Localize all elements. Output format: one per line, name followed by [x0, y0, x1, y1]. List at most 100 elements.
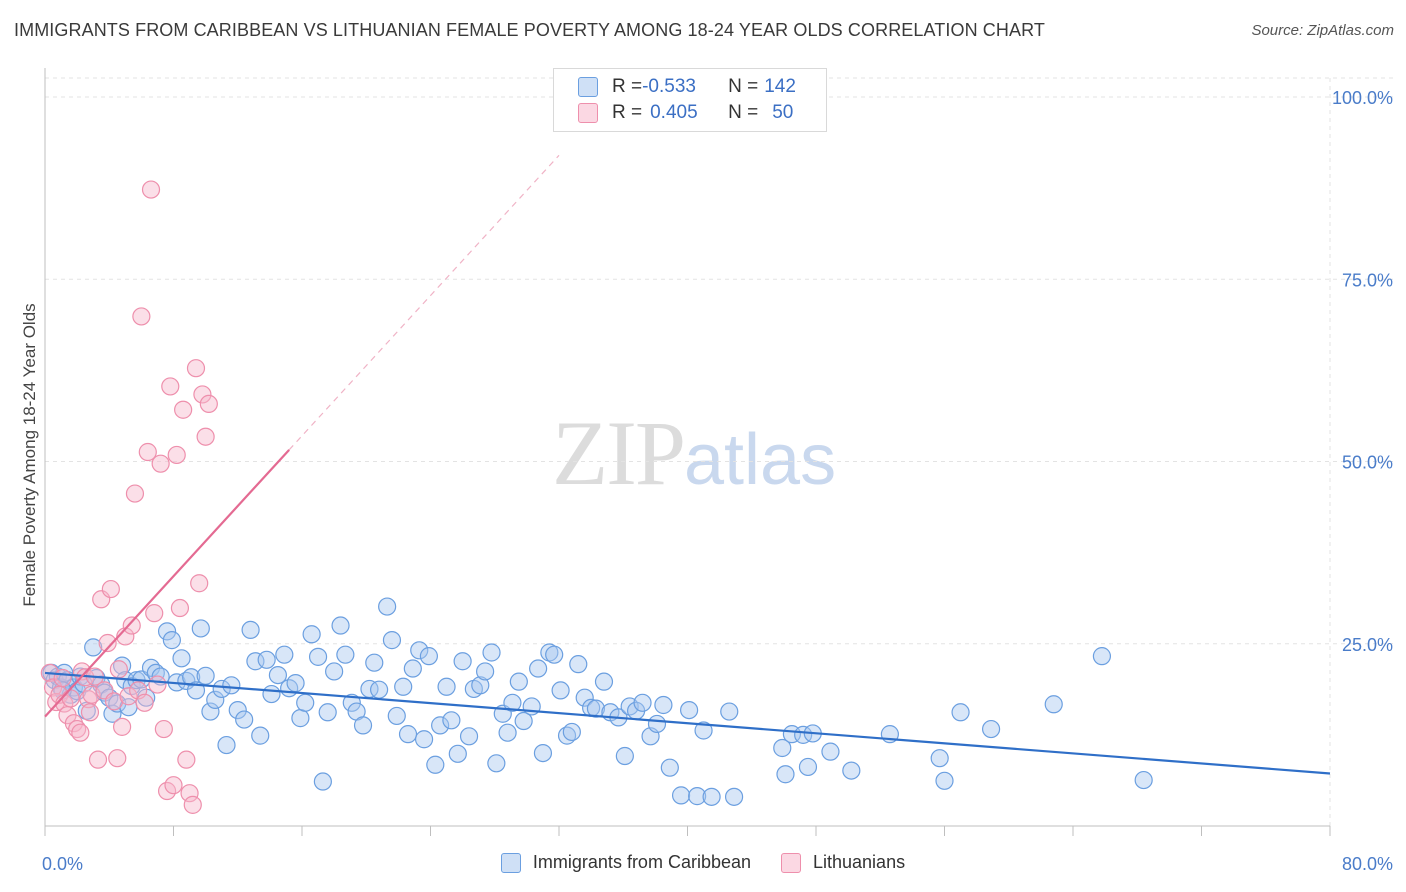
caribbean-point: [442, 711, 461, 730]
caribbean-point: [487, 754, 506, 773]
lithuanian-point: [164, 776, 183, 795]
series-legend-caribbean: Immigrants from Caribbean: [500, 852, 751, 873]
caribbean-point: [633, 693, 652, 712]
caribbean-point: [514, 711, 533, 731]
lithuanian-point: [161, 377, 180, 396]
caribbean-point: [509, 672, 528, 691]
legend-n-value: 142: [764, 76, 796, 97]
caribbean-point: [302, 625, 321, 644]
watermark: ZIPatlas: [552, 400, 836, 506]
legend-r-label: R =: [612, 102, 643, 123]
caribbean-point: [222, 676, 241, 695]
lithuanian-point: [154, 719, 173, 739]
caribbean-point: [1134, 770, 1153, 790]
series-swatch-lithuanians: [781, 852, 801, 873]
caribbean-point: [575, 688, 594, 707]
caribbean-point: [331, 616, 350, 635]
legend-n-label: N =: [728, 102, 759, 123]
caribbean-point: [776, 765, 795, 784]
caribbean-point: [981, 719, 1001, 739]
caribbean-point: [370, 680, 389, 699]
caribbean-point: [594, 672, 614, 691]
caribbean-point: [680, 700, 699, 720]
series-legend-label: Lithuanians: [813, 852, 906, 872]
y-axis-label: Female Poverty Among 18-24 Year Olds: [20, 303, 39, 606]
axes: [44, 68, 1331, 836]
caribbean-point: [533, 743, 553, 763]
series-legend-label: Immigrants from Caribbean: [532, 852, 751, 872]
caribbean-point: [647, 714, 667, 734]
series-legend: Immigrants from Caribbean Lithuanians: [0, 852, 1406, 873]
caribbean-point: [410, 641, 429, 660]
caribbean-point: [206, 690, 225, 709]
caribbean-point: [196, 666, 215, 685]
y-tick-label: 50.0%: [1342, 453, 1393, 473]
caribbean-point: [191, 619, 210, 638]
trend-line-lithuanians: [44, 449, 290, 718]
caribbean-point: [660, 758, 679, 777]
lithuanian-point: [71, 723, 90, 742]
caribbean-point: [951, 703, 970, 722]
x-tick-label: 0.0%: [42, 854, 83, 874]
lithuanian-point: [138, 442, 157, 462]
caribbean-point: [448, 744, 467, 763]
caribbean-point: [615, 746, 634, 766]
caribbean-point: [308, 647, 328, 666]
caribbean-point: [296, 693, 315, 712]
lithuanian-point: [180, 784, 199, 803]
lithuanian-point: [109, 660, 128, 679]
caribbean-point: [1092, 647, 1112, 666]
y-tick-label: 100.0%: [1332, 88, 1393, 108]
y-tick-label: 75.0%: [1342, 270, 1393, 290]
caribbean-point: [201, 702, 220, 721]
source-label: Source: ZipAtlas.com: [1251, 22, 1394, 39]
legend-n-value: 50: [772, 102, 794, 123]
legend-row-lithuanians: R = 0.405 N = 50: [578, 101, 793, 125]
caribbean-point: [157, 622, 177, 641]
caribbean-point: [162, 631, 181, 650]
caribbean-point: [671, 786, 691, 805]
caribbean-point: [286, 674, 305, 693]
caribbean-point: [459, 727, 479, 746]
lithuanian-point: [186, 359, 206, 378]
caribbean-point: [378, 597, 397, 616]
caribbean-point: [842, 761, 861, 780]
caribbean-point: [794, 725, 813, 744]
caribbean-point: [257, 650, 276, 669]
caribbean-point: [84, 638, 103, 657]
caribbean-point: [437, 677, 456, 696]
data-points: [40, 180, 1153, 814]
chart-title: IMMIGRANTS FROM CARIBBEAN VS LITHUANIAN …: [14, 20, 1045, 40]
caribbean-point: [342, 693, 361, 712]
caribbean-point: [382, 631, 402, 650]
lithuanian-point: [193, 385, 212, 404]
caribbean-point: [431, 716, 450, 735]
lithuanian-point: [183, 795, 202, 814]
legend-n-label: N =: [728, 76, 759, 97]
caribbean-point: [212, 679, 231, 699]
caribbean-point: [720, 702, 739, 721]
lithuanian-point: [101, 579, 120, 599]
caribbean-point: [268, 665, 288, 685]
lithuanian-point: [190, 574, 209, 593]
caribbean-point: [453, 652, 472, 671]
caribbean-point: [724, 787, 744, 806]
legend-row-caribbean: R = -0.533 N = 142: [578, 75, 796, 99]
caribbean-point: [471, 676, 490, 695]
lithuanian-point: [151, 454, 170, 473]
watermark-zip: ZIP: [552, 402, 686, 504]
trend-line-lithuanians-extension: [288, 154, 560, 451]
caribbean-point: [930, 749, 949, 768]
legend-swatch-lithuanians: [578, 103, 598, 123]
lithuanian-point: [61, 689, 80, 708]
caribbean-point: [275, 645, 294, 664]
caribbean-point: [773, 738, 792, 758]
series-lithuanians: [40, 180, 218, 814]
caribbean-point: [702, 787, 721, 806]
lithuanian-point: [135, 693, 154, 712]
caribbean-point: [426, 755, 445, 774]
caribbean-point: [313, 772, 332, 791]
caribbean-point: [353, 716, 373, 735]
caribbean-point: [394, 677, 413, 696]
